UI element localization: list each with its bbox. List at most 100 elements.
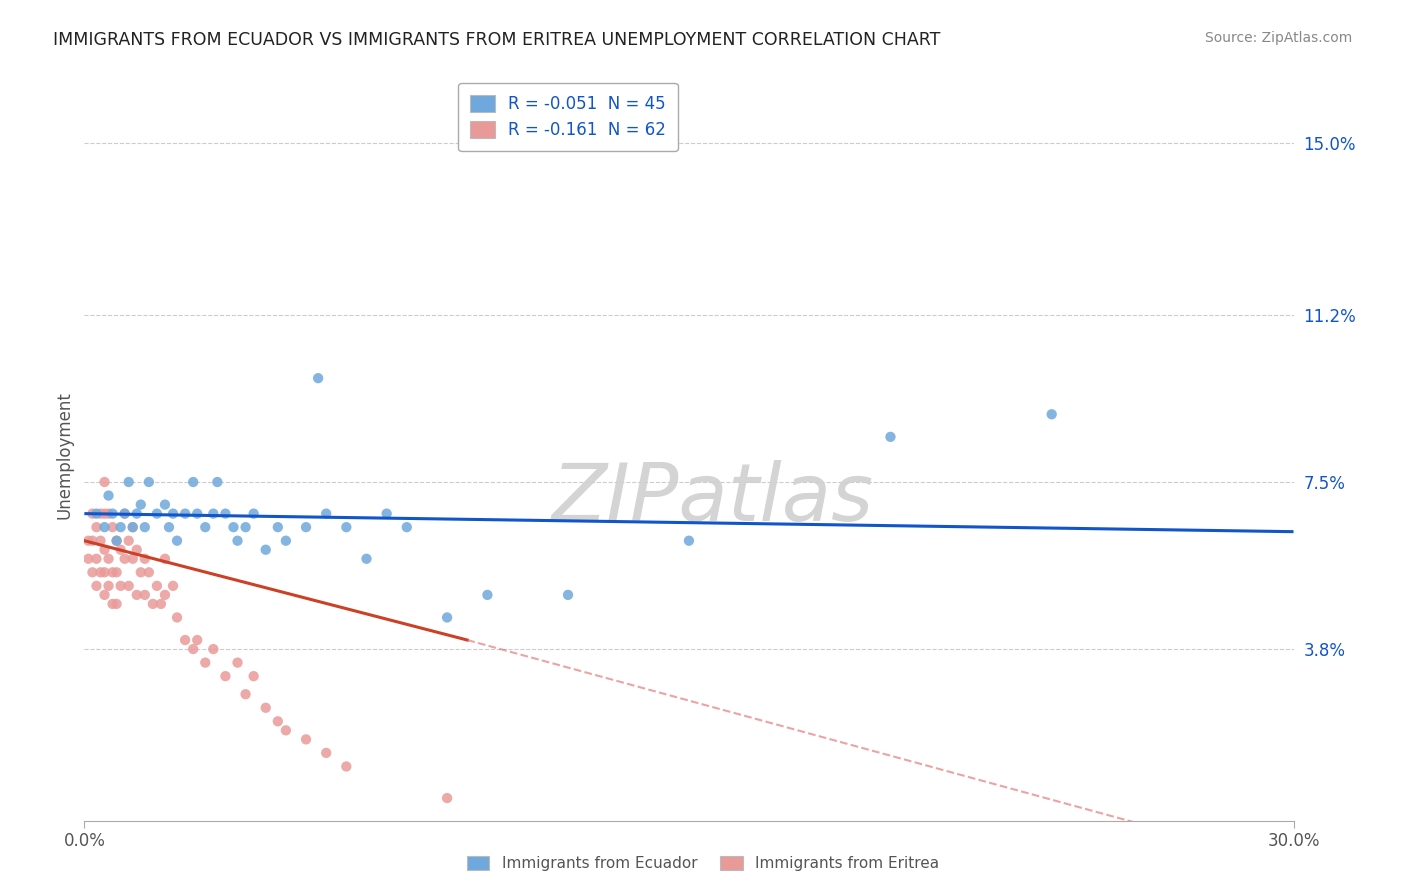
Point xyxy=(295,520,318,534)
Point xyxy=(477,588,499,602)
Y-axis label: Unemployment: Unemployment xyxy=(55,391,73,519)
Point xyxy=(274,723,297,738)
Point xyxy=(274,533,297,548)
Point xyxy=(93,520,115,534)
Point xyxy=(134,551,156,566)
Point xyxy=(118,475,141,489)
Point xyxy=(194,520,217,534)
Point xyxy=(125,588,148,602)
Point xyxy=(166,610,188,624)
Point xyxy=(77,551,100,566)
Point xyxy=(315,507,337,521)
Point xyxy=(86,551,108,566)
Point xyxy=(186,633,208,648)
Point xyxy=(879,430,901,444)
Point xyxy=(118,579,141,593)
Point xyxy=(77,533,100,548)
Point xyxy=(162,579,184,593)
Point xyxy=(315,746,337,760)
Point xyxy=(105,597,128,611)
Point xyxy=(97,507,120,521)
Point xyxy=(105,533,128,548)
Point xyxy=(86,579,108,593)
Point xyxy=(242,669,264,683)
Point xyxy=(97,579,120,593)
Point xyxy=(134,520,156,534)
Point xyxy=(267,520,290,534)
Point xyxy=(97,551,120,566)
Point xyxy=(101,597,124,611)
Point xyxy=(93,542,115,557)
Point xyxy=(93,566,115,580)
Point xyxy=(202,642,225,657)
Point xyxy=(129,498,152,512)
Point xyxy=(214,507,236,521)
Point xyxy=(89,507,111,521)
Point xyxy=(436,791,458,805)
Point xyxy=(356,551,378,566)
Legend: Immigrants from Ecuador, Immigrants from Eritrea: Immigrants from Ecuador, Immigrants from… xyxy=(460,850,946,877)
Point xyxy=(235,687,257,701)
Point xyxy=(86,507,108,521)
Point xyxy=(125,542,148,557)
Point xyxy=(153,498,176,512)
Point xyxy=(114,507,136,521)
Point xyxy=(267,714,290,729)
Point xyxy=(395,520,418,534)
Point xyxy=(202,507,225,521)
Point xyxy=(335,520,357,534)
Point xyxy=(138,566,160,580)
Point xyxy=(101,520,124,534)
Point xyxy=(110,579,132,593)
Point xyxy=(105,533,128,548)
Point xyxy=(89,533,111,548)
Point xyxy=(295,732,318,747)
Point xyxy=(89,566,111,580)
Point xyxy=(153,551,176,566)
Point xyxy=(93,507,115,521)
Point xyxy=(149,597,172,611)
Point xyxy=(436,610,458,624)
Point xyxy=(146,579,169,593)
Point xyxy=(110,542,132,557)
Point xyxy=(186,507,208,521)
Point xyxy=(174,633,197,648)
Point xyxy=(242,507,264,521)
Text: Source: ZipAtlas.com: Source: ZipAtlas.com xyxy=(1205,31,1353,45)
Point xyxy=(181,475,204,489)
Point xyxy=(335,759,357,773)
Point xyxy=(97,489,120,503)
Point xyxy=(146,507,169,521)
Point xyxy=(181,642,204,657)
Point xyxy=(557,588,579,602)
Point xyxy=(118,533,141,548)
Point xyxy=(194,656,217,670)
Point xyxy=(153,588,176,602)
Point xyxy=(121,551,143,566)
Point xyxy=(114,551,136,566)
Point xyxy=(138,475,160,489)
Point xyxy=(142,597,165,611)
Point xyxy=(174,507,197,521)
Point xyxy=(307,371,329,385)
Point xyxy=(226,656,249,670)
Point xyxy=(82,533,104,548)
Point xyxy=(105,566,128,580)
Point xyxy=(207,475,229,489)
Text: ZIPatlas: ZIPatlas xyxy=(553,459,875,538)
Point xyxy=(129,566,152,580)
Point xyxy=(101,566,124,580)
Point xyxy=(110,520,132,534)
Point xyxy=(82,566,104,580)
Point xyxy=(93,588,115,602)
Point xyxy=(134,588,156,602)
Point xyxy=(121,520,143,534)
Point xyxy=(82,507,104,521)
Point xyxy=(121,520,143,534)
Text: IMMIGRANTS FROM ECUADOR VS IMMIGRANTS FROM ERITREA UNEMPLOYMENT CORRELATION CHAR: IMMIGRANTS FROM ECUADOR VS IMMIGRANTS FR… xyxy=(53,31,941,49)
Point xyxy=(162,507,184,521)
Point xyxy=(101,507,124,521)
Point xyxy=(93,475,115,489)
Point xyxy=(222,520,245,534)
Point xyxy=(157,520,180,534)
